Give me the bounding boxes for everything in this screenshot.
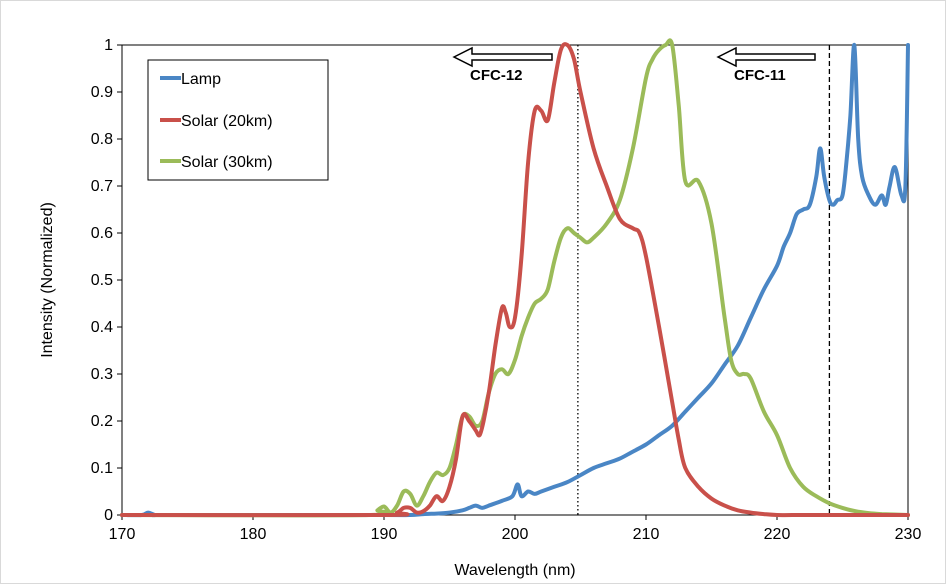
legend: Lamp Solar (20km) Solar (30km) bbox=[147, 59, 329, 181]
y-tick-label: 0.8 bbox=[91, 131, 113, 148]
x-tick-label: 190 bbox=[371, 526, 398, 543]
x-tick-label: 180 bbox=[240, 526, 267, 543]
series-line-solar-20km bbox=[120, 42, 910, 518]
series-line-solar-30km bbox=[120, 38, 910, 518]
y-tick-label: 0 bbox=[104, 507, 113, 524]
x-tick-label: 210 bbox=[633, 526, 660, 543]
legend-label-solar-30km: Solar (30km) bbox=[181, 154, 273, 171]
y-tick-label: 0.5 bbox=[91, 272, 113, 289]
cfc11-annotation: CFC-11 bbox=[716, 46, 816, 84]
y-tick-label: 0.6 bbox=[91, 225, 113, 242]
y-tick-label: 0.4 bbox=[91, 319, 113, 336]
series-lines bbox=[120, 38, 910, 518]
y-axis-title: Intensity (Normalized) bbox=[39, 202, 56, 358]
cfc12-annotation: CFC-12 bbox=[452, 46, 553, 84]
series-line-lamp bbox=[120, 42, 910, 518]
y-tick-label: 0.1 bbox=[91, 460, 113, 477]
y-tick-label: 0.7 bbox=[91, 178, 113, 195]
legend-label-solar-20km: Solar (20km) bbox=[181, 113, 273, 130]
y-tick-label: 0.9 bbox=[91, 84, 113, 101]
x-axis-title: Wavelength (nm) bbox=[454, 562, 575, 579]
x-tick-label: 230 bbox=[895, 526, 922, 543]
cfc11-arrow-icon bbox=[716, 46, 816, 68]
y-tick-label: 0.3 bbox=[91, 366, 113, 383]
y-tick-label: 0.2 bbox=[91, 413, 113, 430]
y-tick-label: 1 bbox=[104, 37, 113, 54]
x-tick-label: 170 bbox=[109, 526, 136, 543]
cfc12-label: CFC-12 bbox=[470, 67, 523, 84]
reference-lines bbox=[577, 45, 831, 515]
x-tick-label: 220 bbox=[764, 526, 791, 543]
cfc12-arrow-icon bbox=[452, 46, 553, 68]
y-axis-ticks: 0 0.1 0.2 0.3 0.4 0.5 0.6 0.7 0.8 0.9 1 bbox=[91, 37, 122, 524]
x-axis-ticks: 170 180 190 200 210 220 230 bbox=[109, 515, 922, 543]
x-tick-label: 200 bbox=[502, 526, 529, 543]
cfc11-label: CFC-11 bbox=[734, 67, 786, 84]
legend-label-lamp: Lamp bbox=[181, 71, 221, 88]
